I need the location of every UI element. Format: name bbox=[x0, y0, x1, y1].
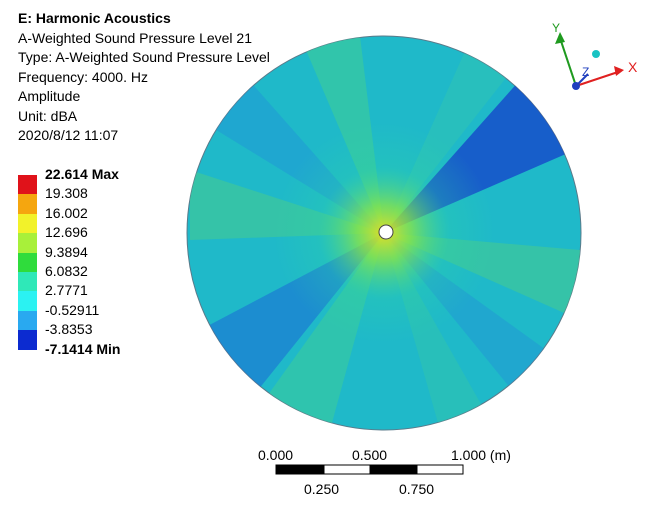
disk-model bbox=[186, 35, 582, 431]
legend-swatch bbox=[18, 213, 37, 234]
source-hole bbox=[378, 224, 394, 240]
result-info-header: E: Harmonic Acoustics A-Weighted Sound P… bbox=[18, 9, 270, 146]
legend-level-label: -3.8353 bbox=[45, 321, 93, 338]
triad-z-label: Z bbox=[582, 65, 589, 79]
axis-triad[interactable]: Y X Z bbox=[540, 20, 645, 100]
result-amplitude: Amplitude bbox=[18, 88, 81, 104]
legend-swatch bbox=[18, 330, 37, 350]
legend-swatch bbox=[18, 271, 37, 292]
legend-swatch bbox=[18, 310, 37, 331]
legend-swatch bbox=[18, 291, 37, 311]
triad-x-label: X bbox=[628, 59, 638, 75]
legend-level-label: 2.7771 bbox=[45, 282, 88, 299]
result-name: A-Weighted Sound Pressure Level 21 bbox=[18, 29, 252, 46]
result-timestamp: 2020/8/12 11:07 bbox=[18, 127, 119, 143]
legend-max-label: 22.614 Max bbox=[45, 166, 119, 182]
result-frequency: Frequency: 4000. Hz bbox=[18, 68, 148, 85]
legend-level-label: 6.0832 bbox=[45, 262, 88, 279]
legend-swatch bbox=[18, 194, 37, 214]
triad-origin bbox=[572, 82, 580, 90]
result-unit: Unit: dBA bbox=[18, 107, 78, 124]
legend-swatch bbox=[18, 252, 37, 272]
legend-swatch bbox=[18, 233, 37, 253]
triad-iso-sphere[interactable] bbox=[592, 50, 600, 58]
legend-level-label: 12.696 bbox=[45, 224, 88, 241]
triad-y-axis: Y bbox=[552, 21, 577, 87]
legend-level-label: 16.002 bbox=[45, 204, 88, 221]
triad-y-label: Y bbox=[552, 21, 560, 35]
triad-x-axis: X bbox=[575, 59, 638, 87]
legend-level-label: 9.3894 bbox=[45, 243, 88, 260]
legend-min-label: -7.1414 Min bbox=[45, 340, 121, 357]
legend-swatch bbox=[18, 175, 37, 195]
legend-level-label: -0.52911 bbox=[45, 301, 100, 318]
legend-level-label: 19.308 bbox=[45, 185, 88, 202]
analysis-title: E: Harmonic Acoustics bbox=[18, 10, 171, 26]
result-type: Type: A-Weighted Sound Pressure Level bbox=[18, 49, 270, 65]
